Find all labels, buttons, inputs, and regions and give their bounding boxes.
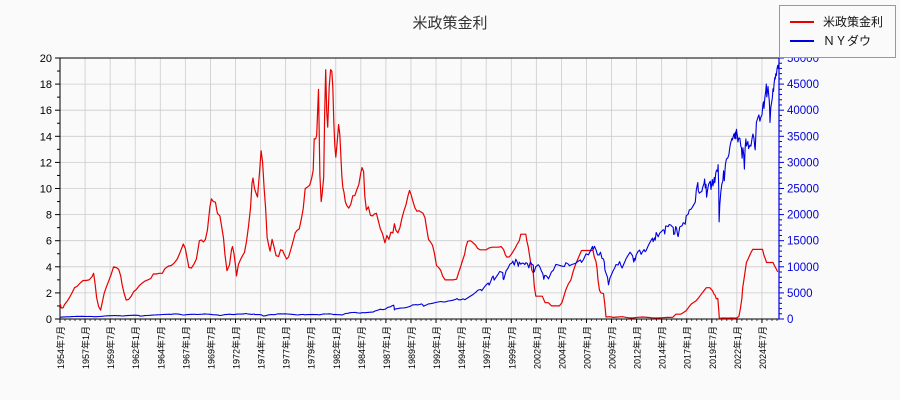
x-axis-tick-label: 1969年7月 xyxy=(205,326,216,369)
x-axis-tick-label: 1957年1月 xyxy=(80,326,91,369)
x-axis-tick-label: 2004年7月 xyxy=(556,326,567,369)
x-axis-tick-label: 1997年1月 xyxy=(481,326,492,369)
x-axis-tick-label: 2012年1月 xyxy=(632,326,643,369)
chart-title: 米政策金利 xyxy=(412,15,488,32)
right-axis-tick-label: 30000 xyxy=(787,157,819,169)
x-axis-tick-label: 2014年7月 xyxy=(657,326,668,369)
x-axis-ticks: 1954年7月 1957年1月 1959年7月 1962年1月 1964年7月 1967年… xyxy=(55,319,778,369)
right-axis-tick-label: 25000 xyxy=(787,184,819,196)
left-axis-tick-label: 8 xyxy=(46,210,52,222)
blue-line-swatch xyxy=(789,39,814,42)
right-axis-tick-label: 45000 xyxy=(787,79,819,91)
x-axis-tick-label: 1954年7月 xyxy=(55,326,66,369)
legend-box: 米政策金利 ＮＹダウ xyxy=(778,5,896,58)
left-axis-tick-label: 0 xyxy=(46,314,52,326)
legend-label: ＮＹダウ xyxy=(822,34,871,48)
x-axis-tick-label: 1979年7月 xyxy=(306,326,317,369)
ny-dow-line xyxy=(59,63,780,318)
x-axis-tick-label: 1994年7月 xyxy=(456,326,467,369)
x-axis-tick-label: 1989年7月 xyxy=(406,326,417,369)
left-axis-tick-label: 4 xyxy=(46,262,52,274)
left-axis-tick-label: 14 xyxy=(40,131,52,143)
x-axis-tick-label: 2017年1月 xyxy=(682,326,693,369)
legend-label: 米政策金利 xyxy=(822,15,883,29)
x-axis-tick-label: 2009年7月 xyxy=(607,326,618,369)
right-axis-tick-label: 15000 xyxy=(787,236,819,248)
x-axis-tick-label: 1977年1月 xyxy=(281,326,292,369)
left-axis-tick-label: 16 xyxy=(40,105,52,117)
left-axis-tick-label: 6 xyxy=(46,236,52,248)
left-axis-tick-label: 10 xyxy=(40,184,52,196)
x-axis-tick-label: 1972年1月 xyxy=(230,326,241,369)
legend-item: 米政策金利 xyxy=(789,12,883,31)
right-axis-ticks: 0 5000 10000 15000 20000 25000 30000 35000 40000… xyxy=(779,53,819,326)
left-axis-tick-label: 12 xyxy=(40,157,52,169)
policy-rate-line xyxy=(59,69,779,319)
red-line-swatch xyxy=(789,20,814,23)
right-axis-tick-label: 5000 xyxy=(787,288,813,300)
right-axis-tick-label: 10000 xyxy=(787,262,819,274)
x-axis-tick-label: 1992年1月 xyxy=(431,326,442,369)
right-axis-tick-label: 20000 xyxy=(787,210,819,222)
x-axis-tick-label: 1959年7月 xyxy=(105,326,116,369)
x-axis-tick-label: 2022年1月 xyxy=(732,326,743,369)
legend-item: ＮＹダウ xyxy=(789,31,883,50)
left-axis-tick-label: 20 xyxy=(40,53,52,65)
left-axis-tick-label: 2 xyxy=(46,288,52,300)
x-axis-tick-label: 1987年1月 xyxy=(381,326,392,369)
x-axis-tick-label: 2024年7月 xyxy=(757,326,768,369)
gridlines xyxy=(59,58,779,319)
right-axis-tick-label: 0 xyxy=(787,314,793,326)
x-axis-tick-label: 1982年1月 xyxy=(331,326,342,369)
left-axis-ticks: 0 2 4 6 8 10 12 14 16 18 20 xyxy=(40,53,60,326)
x-axis-tick-label: 1974年7月 xyxy=(256,326,267,369)
x-axis-tick-label: 1967年1月 xyxy=(180,326,191,369)
x-axis-tick-label: 2002年1月 xyxy=(531,326,542,369)
right-axis-tick-label: 35000 xyxy=(787,131,819,143)
right-axis-tick-label: 40000 xyxy=(787,105,819,117)
x-axis-tick-label: 1984年7月 xyxy=(356,326,367,369)
x-axis-tick-label: 1964年7月 xyxy=(155,326,166,369)
left-axis-tick-label: 18 xyxy=(40,79,52,91)
x-axis-tick-label: 1962年1月 xyxy=(130,326,141,369)
x-axis-tick-label: 2019年7月 xyxy=(707,326,718,369)
x-axis-tick-label: 2007年1月 xyxy=(581,326,592,369)
x-axis-tick-label: 1999年7月 xyxy=(506,326,517,369)
